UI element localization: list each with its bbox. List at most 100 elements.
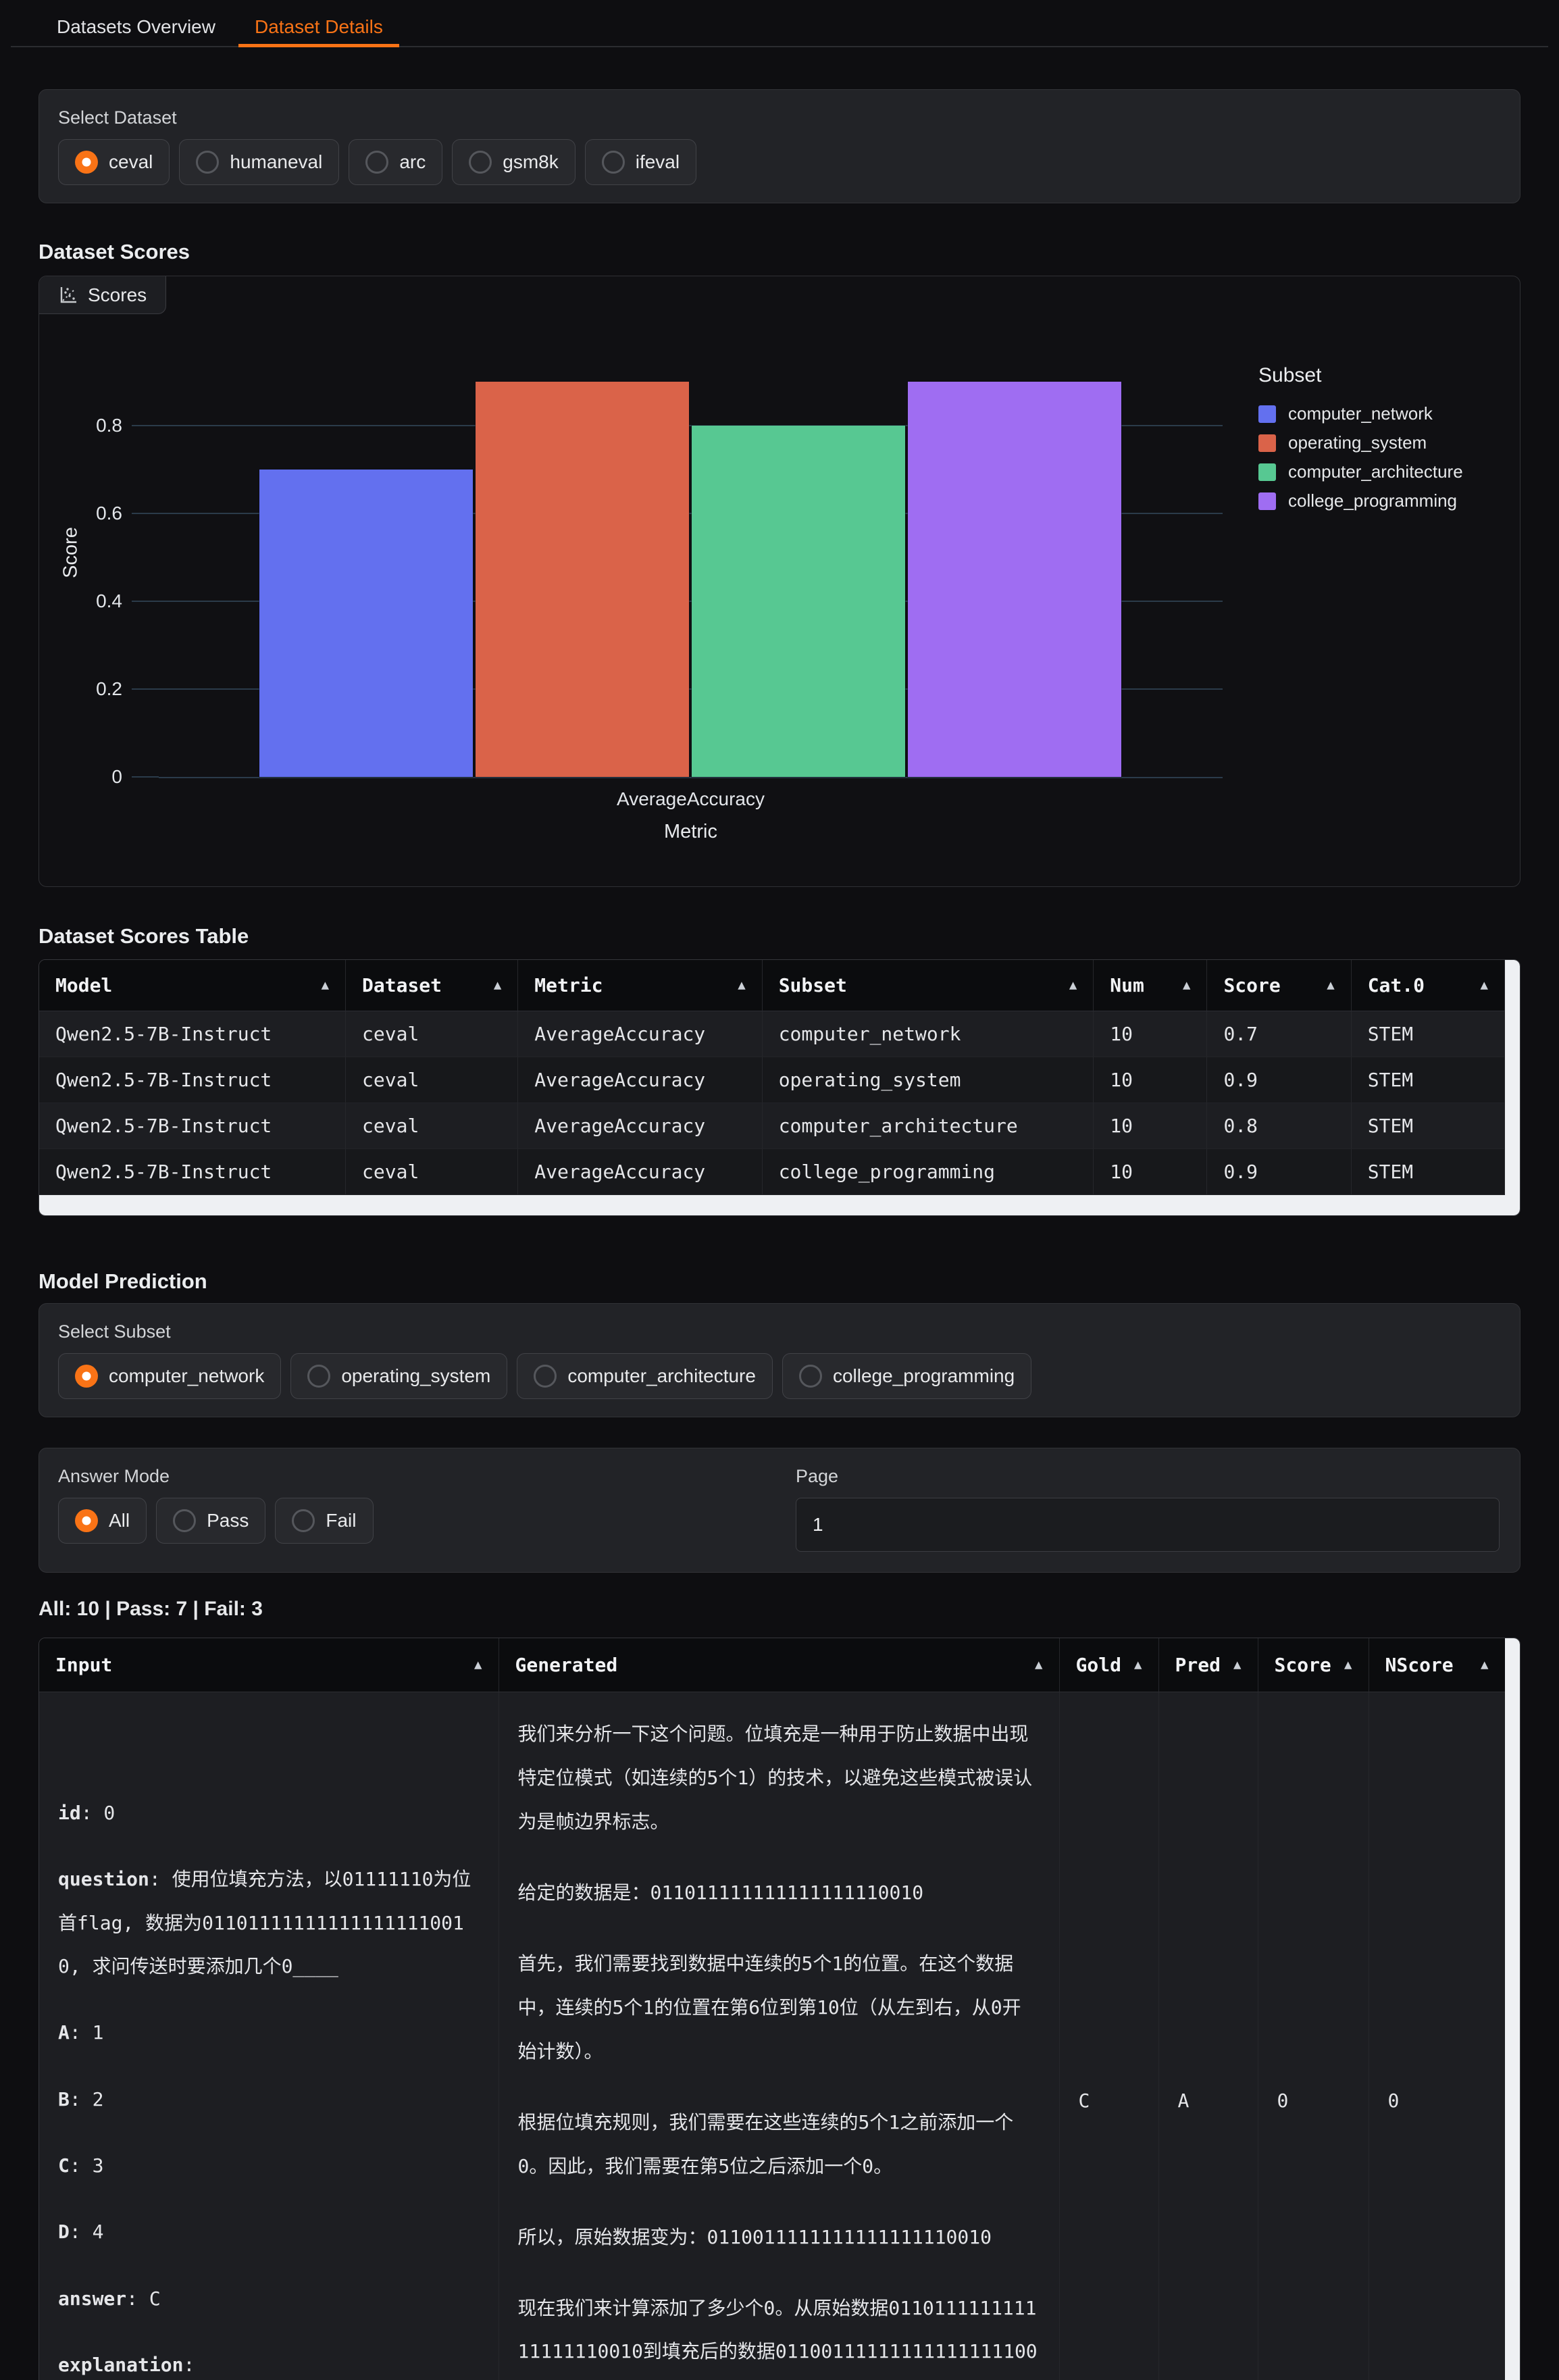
table-cell[interactable]: 0.9: [1206, 1148, 1352, 1195]
column-header-cat-0[interactable]: Cat.0 ▲: [1351, 960, 1506, 1011]
sort-ascending-icon[interactable]: ▲: [1327, 978, 1335, 993]
table-cell[interactable]: 0.7: [1206, 1011, 1352, 1057]
column-header-gold[interactable]: Gold ▲: [1059, 1638, 1159, 1692]
bar-operating_system[interactable]: [475, 381, 690, 778]
column-header-dataset[interactable]: Dataset ▲: [345, 960, 519, 1011]
tab-dataset-details[interactable]: Dataset Details: [238, 9, 399, 47]
sort-ascending-icon[interactable]: ▲: [493, 978, 502, 993]
y-axis-tick: [132, 601, 159, 602]
radio-option-all[interactable]: All: [58, 1497, 147, 1544]
radio-label: computer_network: [109, 1365, 265, 1386]
sort-ascending-icon[interactable]: ▲: [1344, 1657, 1352, 1673]
column-header-input[interactable]: Input ▲: [39, 1638, 499, 1692]
vertical-scrollbar[interactable]: [1505, 960, 1520, 1195]
table-cell[interactable]: 10: [1093, 1011, 1208, 1057]
radio-circle: [307, 1364, 331, 1388]
table-cell[interactable]: 10: [1093, 1148, 1208, 1195]
sort-ascending-icon[interactable]: ▲: [321, 978, 330, 993]
bar-college_programming[interactable]: [907, 381, 1122, 778]
legend-item-computer_network: computer_network: [1258, 403, 1463, 424]
radio-option-ceval[interactable]: ceval: [58, 139, 170, 185]
table-cell[interactable]: computer_network: [762, 1011, 1094, 1057]
sort-ascending-icon[interactable]: ▲: [1233, 1657, 1242, 1673]
table-cell[interactable]: STEM: [1351, 1011, 1506, 1057]
table-cell[interactable]: Qwen2.5-7B-Instruct: [39, 1103, 347, 1149]
column-header-nscore[interactable]: NScore ▲: [1369, 1638, 1506, 1692]
table-cell[interactable]: 10: [1093, 1103, 1208, 1149]
radio-option-computer_network[interactable]: computer_network: [58, 1352, 282, 1399]
table-cell[interactable]: ceval: [345, 1057, 519, 1103]
vertical-scrollbar[interactable]: [1505, 1638, 1520, 2380]
y-axis-tick: [132, 688, 159, 690]
radio-label: arc: [399, 151, 426, 172]
table-cell[interactable]: STEM: [1351, 1148, 1506, 1195]
y-tick-label: 0.2: [96, 678, 122, 699]
sort-ascending-icon[interactable]: ▲: [1183, 978, 1191, 993]
tab-datasets-overview[interactable]: Datasets Overview: [57, 16, 215, 37]
column-header-model[interactable]: Model ▲: [39, 960, 347, 1011]
table-cell[interactable]: operating_system: [762, 1057, 1094, 1103]
radio-option-fail[interactable]: Fail: [275, 1497, 374, 1544]
column-header-inner: Input ▲: [55, 1654, 482, 1676]
generated-paragraph: 根据位填充规则，我们需要在这些连续的5个1之前添加一个0。因此，我们需要在第5位…: [517, 2110, 1014, 2177]
radio-option-computer_architecture[interactable]: computer_architecture: [517, 1352, 773, 1399]
sort-ascending-icon[interactable]: ▲: [474, 1657, 482, 1673]
bar-computer_network[interactable]: [259, 469, 474, 778]
column-header-generated[interactable]: Generated ▲: [499, 1638, 1060, 1692]
page-input[interactable]: [796, 1497, 1500, 1552]
table-cell[interactable]: AverageAccuracy: [517, 1103, 763, 1149]
legend-item-label: computer_network: [1288, 403, 1433, 424]
sort-ascending-icon[interactable]: ▲: [1035, 1657, 1043, 1673]
gold-cell[interactable]: C: [1059, 1692, 1159, 2380]
input-field-b: B: 2: [58, 2087, 104, 2110]
table-cell[interactable]: college_programming: [762, 1148, 1094, 1195]
chart-tab-scores[interactable]: Scores: [39, 276, 167, 314]
column-header-score[interactable]: Score ▲: [1258, 1638, 1369, 1692]
table-cell[interactable]: ceval: [345, 1103, 519, 1149]
input-field-question: question: 使用位填充方法，以01111110为位首flag, 数据为0…: [58, 1868, 471, 1977]
radio-option-operating_system[interactable]: operating_system: [290, 1352, 508, 1399]
table-cell[interactable]: AverageAccuracy: [517, 1148, 763, 1195]
table-cell[interactable]: 10: [1093, 1057, 1208, 1103]
column-header-score[interactable]: Score ▲: [1206, 960, 1352, 1011]
table-cell[interactable]: Qwen2.5-7B-Instruct: [39, 1148, 347, 1195]
score-cell[interactable]: 0: [1258, 1692, 1369, 2380]
legend-item-operating_system: operating_system: [1258, 432, 1463, 453]
sort-ascending-icon[interactable]: ▲: [738, 978, 746, 993]
input-cell[interactable]: id: 0 question: 使用位填充方法，以01111110为位首flag,…: [39, 1692, 499, 2380]
radio-option-college_programming[interactable]: college_programming: [782, 1352, 1032, 1399]
horizontal-scrollbar[interactable]: [39, 1194, 1520, 1215]
pred-cell[interactable]: A: [1158, 1692, 1258, 2380]
table-cell[interactable]: Qwen2.5-7B-Instruct: [39, 1011, 347, 1057]
column-header-subset[interactable]: Subset ▲: [762, 960, 1094, 1011]
bar-computer_architecture[interactable]: [691, 425, 906, 778]
nscore-cell[interactable]: 0: [1369, 1692, 1506, 2380]
column-header-num[interactable]: Num ▲: [1093, 960, 1208, 1011]
sort-ascending-icon[interactable]: ▲: [1069, 978, 1077, 993]
radio-option-arc[interactable]: arc: [349, 139, 443, 185]
generated-paragraph: 我们来分析一下这个问题。位填充是一种用于防止数据中出现特定位模式（如连续的5个1…: [517, 1723, 1033, 1833]
table-cell[interactable]: AverageAccuracy: [517, 1057, 763, 1103]
table-cell[interactable]: Qwen2.5-7B-Instruct: [39, 1057, 347, 1103]
table-cell[interactable]: AverageAccuracy: [517, 1011, 763, 1057]
generated-cell[interactable]: 我们来分析一下这个问题。位填充是一种用于防止数据中出现特定位模式（如连续的5个1…: [499, 1692, 1060, 2380]
table-cell[interactable]: STEM: [1351, 1057, 1506, 1103]
table-cell[interactable]: ceval: [345, 1011, 519, 1057]
y-tick-label: 0.6: [96, 503, 122, 524]
sort-ascending-icon[interactable]: ▲: [1481, 1657, 1489, 1673]
column-header-pred[interactable]: Pred ▲: [1158, 1638, 1258, 1692]
table-cell[interactable]: computer_architecture: [762, 1103, 1094, 1149]
radio-option-gsm8k[interactable]: gsm8k: [452, 139, 576, 185]
table-cell[interactable]: 0.8: [1206, 1103, 1352, 1149]
sort-ascending-icon[interactable]: ▲: [1480, 978, 1488, 993]
radio-option-pass[interactable]: Pass: [156, 1497, 266, 1544]
column-header-metric[interactable]: Metric ▲: [517, 960, 763, 1011]
section-title-dataset-scores: Dataset Scores: [39, 240, 190, 263]
sort-ascending-icon[interactable]: ▲: [1134, 1657, 1142, 1673]
table-cell[interactable]: 0.9: [1206, 1057, 1352, 1103]
table-cell[interactable]: STEM: [1351, 1103, 1506, 1149]
radio-label: Pass: [207, 1509, 249, 1531]
table-cell[interactable]: ceval: [345, 1148, 519, 1195]
radio-option-humaneval[interactable]: humaneval: [179, 139, 340, 185]
radio-option-ifeval[interactable]: ifeval: [584, 139, 697, 185]
